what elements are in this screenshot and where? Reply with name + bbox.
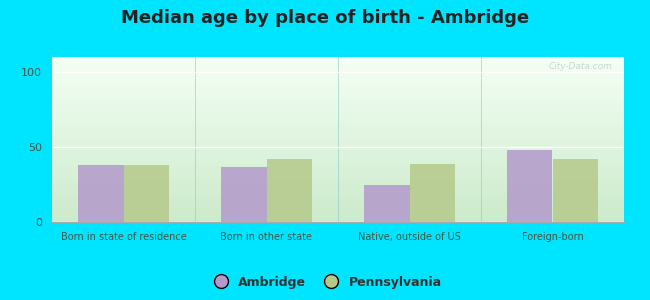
Bar	[221, 167, 266, 222]
Bar	[78, 165, 124, 222]
Bar	[410, 164, 455, 222]
Legend: Ambridge, Pennsylvania: Ambridge, Pennsylvania	[203, 271, 447, 294]
Text: City-Data.com: City-Data.com	[549, 62, 612, 71]
Bar	[124, 165, 169, 222]
Bar	[364, 184, 410, 222]
Bar	[552, 159, 598, 222]
Bar	[507, 150, 552, 222]
Bar	[266, 159, 312, 222]
Text: Median age by place of birth - Ambridge: Median age by place of birth - Ambridge	[121, 9, 529, 27]
